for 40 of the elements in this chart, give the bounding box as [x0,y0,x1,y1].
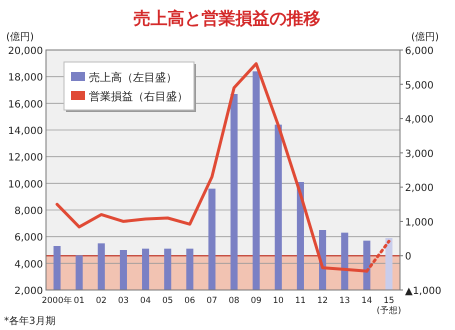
y-tick-label: 14,000 [8,126,43,137]
x-tick-label: 14 [361,296,372,306]
y2-tick-label: 0 [405,252,412,263]
x-tick-label: 06 [184,296,196,306]
x-tick-label: 12 [317,296,328,306]
x-tick-label: 13 [339,296,350,306]
y-tick-label: 18,000 [8,72,43,84]
x-tick-label: 09 [250,296,262,306]
y2-tick-label: 3,000 [405,148,434,160]
y2-tick-label: 5,000 [405,80,434,92]
legend-label: 売上高（左目盛） [89,71,177,84]
x-tick-label: 02 [96,296,107,306]
x-tick-label: 01 [74,296,85,306]
y-tick-label: 16,000 [8,99,43,110]
y2-tick-label: 4,000 [405,114,434,126]
x-tick-label: 2000年 [42,295,72,306]
y-tick-label: 12,000 [8,152,43,164]
x-tick-label: 10 [272,296,284,306]
x-tick-label: 07 [206,296,218,306]
y-axis-title: (億円) [6,31,34,43]
y-tick-label: 20,000 [8,46,43,57]
y-tick-label: 2,000 [14,286,43,297]
y2-tick-label: ▲1,000 [405,286,442,297]
chart-title: 売上高と営業損益の推移 [134,9,320,29]
y2-axis-title: (億円) [411,31,439,43]
text: *各年3月期 [4,315,56,327]
x-tick-label: 11 [295,296,306,306]
x-tick-label: 03 [118,296,129,306]
y-tick-label: 6,000 [14,232,43,244]
y2-tick-label: 6,000 [405,46,434,57]
y-tick-label: 4,000 [14,259,43,270]
x-tick-label: 05 [162,296,174,306]
y2-tick-label: 1,000 [405,217,434,228]
y-tick-label: 10,000 [8,179,43,190]
x-tick-label: 08 [228,296,240,306]
y-tick-label: 8,000 [14,206,43,217]
x-tick-label: 04 [140,296,151,306]
legend-label: 営業損益（右目盛） [89,90,188,103]
x-tick-label: 15 (予想) [376,296,402,316]
y2-tick-label: 2,000 [405,183,434,194]
